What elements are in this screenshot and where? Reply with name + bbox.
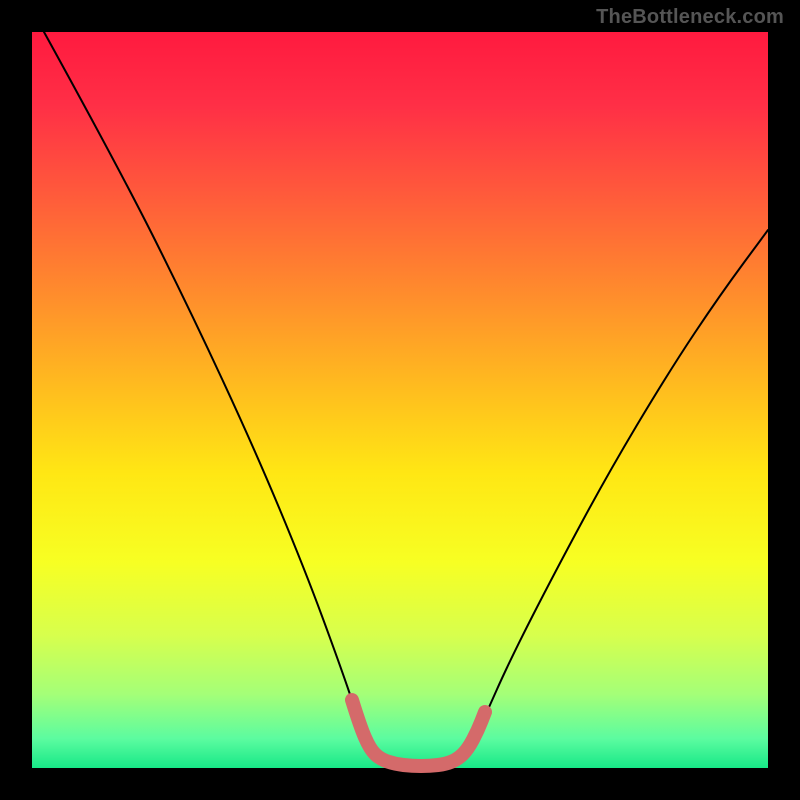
bottleneck-chart	[0, 0, 800, 800]
plot-area	[32, 32, 768, 768]
chart-container: TheBottleneck.com	[0, 0, 800, 800]
watermark-text: TheBottleneck.com	[596, 6, 784, 29]
